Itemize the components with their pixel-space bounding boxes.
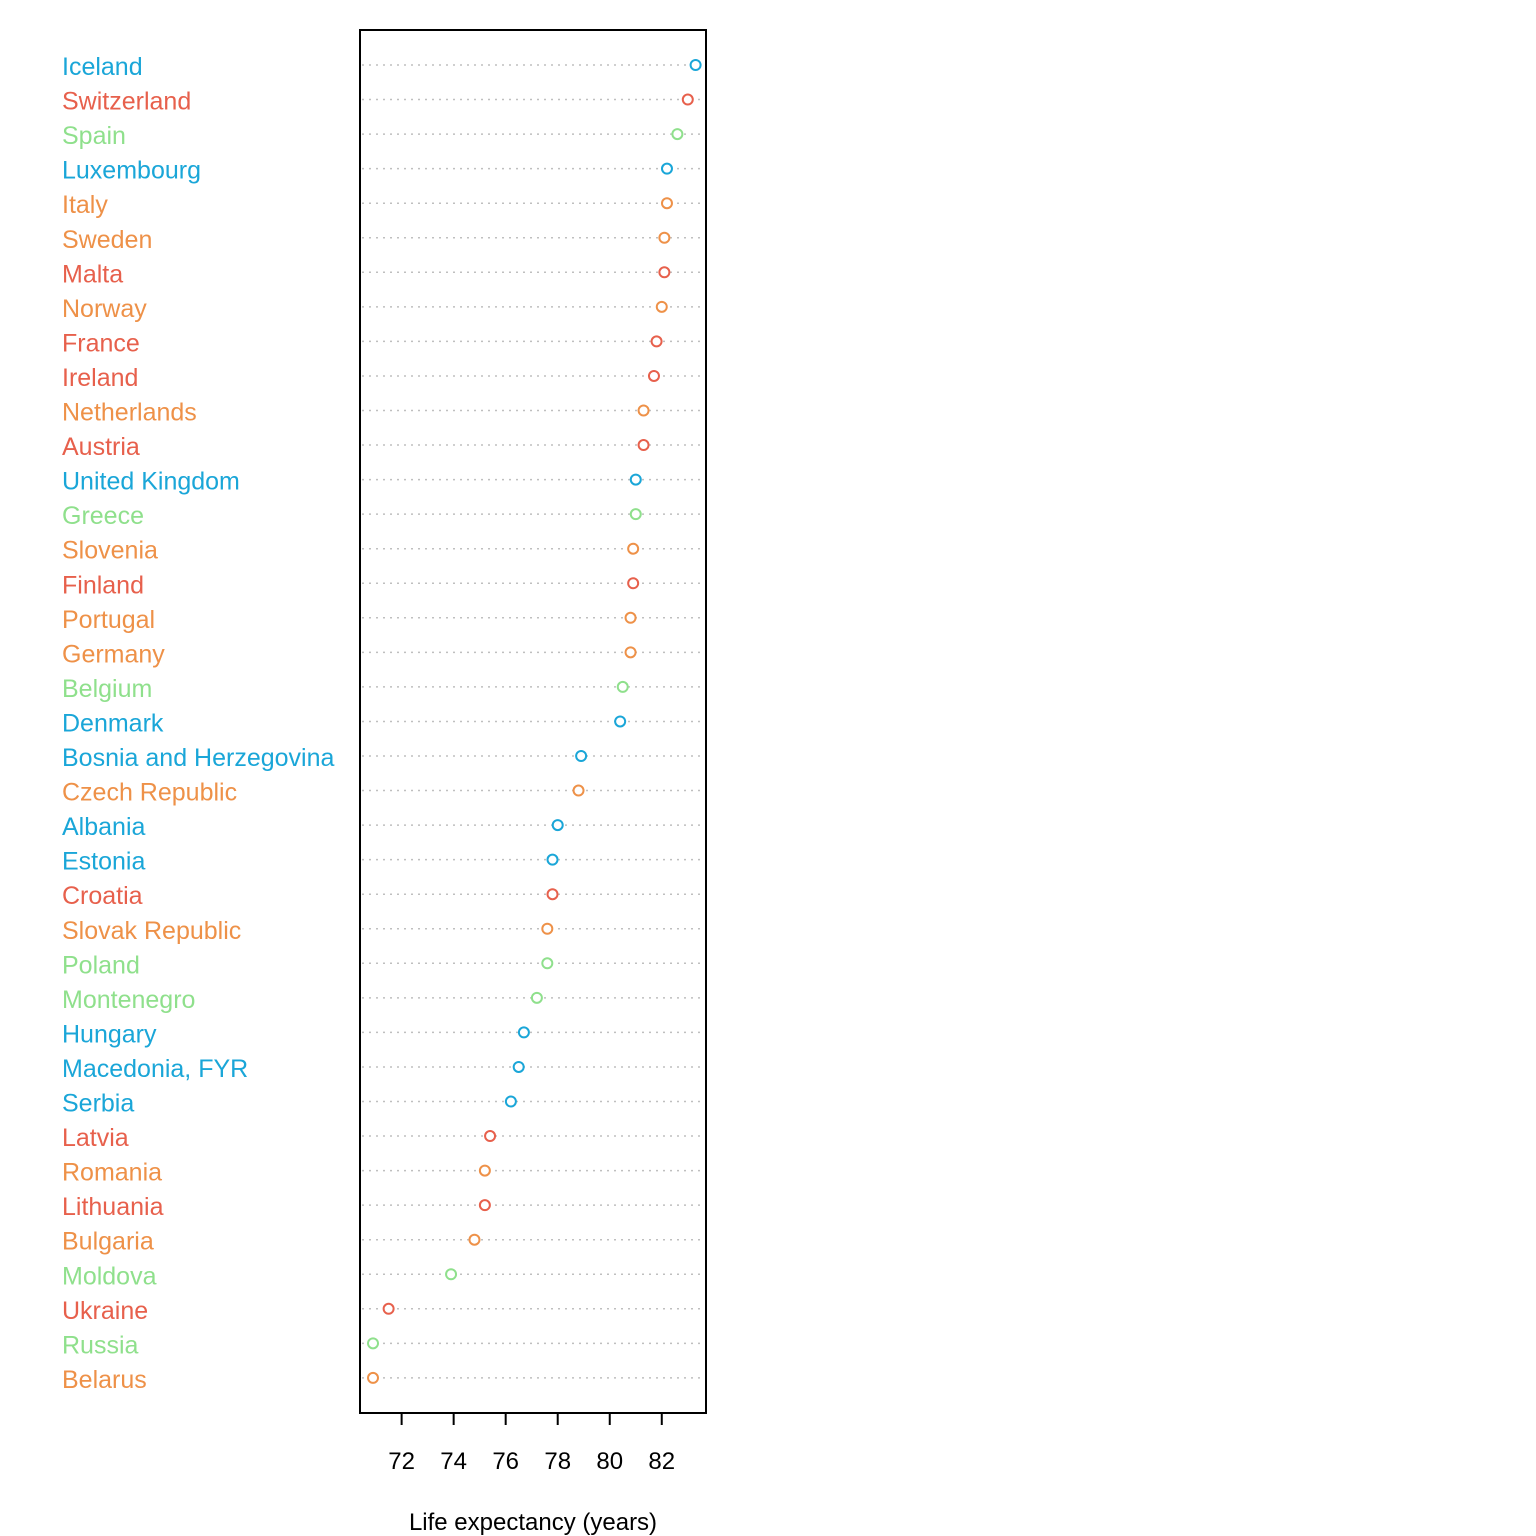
data-point <box>627 542 640 555</box>
data-point <box>647 369 660 382</box>
country-label: Lithuania <box>62 1193 164 1221</box>
country-label: Serbia <box>62 1090 134 1118</box>
country-label: Sweden <box>62 226 152 254</box>
country-label: Latvia <box>62 1124 129 1152</box>
country-label: Denmark <box>62 709 164 737</box>
data-point <box>478 1199 491 1212</box>
data-point <box>546 853 559 866</box>
country-label: Albania <box>62 813 145 841</box>
x-axis-title: Life expectancy (years) <box>409 1509 657 1536</box>
country-label: Belgium <box>62 675 152 703</box>
country-label: Switzerland <box>62 88 191 116</box>
data-point <box>367 1337 380 1350</box>
x-tick-label: 82 <box>648 1448 675 1475</box>
data-point <box>681 93 694 106</box>
country-label: Estonia <box>62 848 145 876</box>
country-label: Germany <box>62 640 165 668</box>
country-label: Poland <box>62 951 140 979</box>
data-point <box>551 819 564 832</box>
country-label: Ukraine <box>62 1297 148 1325</box>
data-point <box>445 1268 458 1281</box>
country-label: Bulgaria <box>62 1228 154 1256</box>
country-label: Malta <box>62 260 123 288</box>
country-label: Belarus <box>62 1366 147 1394</box>
data-point <box>541 957 554 970</box>
country-label: Spain <box>62 122 126 150</box>
data-point <box>468 1233 481 1246</box>
country-label: Netherlands <box>62 399 197 427</box>
data-point <box>650 335 663 348</box>
data-point <box>637 439 650 452</box>
x-tick-label: 80 <box>596 1448 623 1475</box>
country-label: Romania <box>62 1159 162 1187</box>
data-point <box>478 1164 491 1177</box>
data-point <box>624 611 637 624</box>
country-label: Montenegro <box>62 986 195 1014</box>
country-labels: Iceland Switzerland Spain Luxembourg Italy Sw… <box>62 53 334 1394</box>
data-point <box>546 888 559 901</box>
country-label: Moldova <box>62 1262 157 1290</box>
data-point <box>624 646 637 659</box>
country-label: Croatia <box>62 882 143 910</box>
data-point <box>627 577 640 590</box>
country-label: Bosnia and Herzegovina <box>62 744 334 772</box>
data-points <box>367 59 702 1384</box>
data-point <box>512 1060 525 1073</box>
data-point <box>504 1095 517 1108</box>
country-label: Macedonia, FYR <box>62 1055 248 1083</box>
data-point <box>614 715 627 728</box>
country-label: France <box>62 329 140 357</box>
row-guides <box>362 64 702 1379</box>
data-point <box>637 404 650 417</box>
country-label: Luxembourg <box>62 157 201 185</box>
data-point <box>541 922 554 935</box>
data-point <box>629 473 642 486</box>
country-label: Greece <box>62 502 144 530</box>
country-label: Slovenia <box>62 537 158 565</box>
country-label: Norway <box>62 295 147 323</box>
country-label: United Kingdom <box>62 468 240 496</box>
data-point <box>660 162 673 175</box>
country-label: Hungary <box>62 1020 157 1048</box>
country-label: Austria <box>62 433 140 461</box>
x-axis: 72 74 76 78 80 82 <box>388 1412 675 1475</box>
data-point <box>517 1026 530 1039</box>
country-label: Iceland <box>62 53 143 81</box>
country-label: Portugal <box>62 606 155 634</box>
x-tick-label: 74 <box>440 1448 467 1475</box>
data-point <box>658 231 671 244</box>
data-point <box>575 750 588 762</box>
country-label: Russia <box>62 1331 139 1359</box>
country-label: Czech Republic <box>62 779 237 807</box>
country-label: Italy <box>62 191 108 219</box>
country-label: Ireland <box>62 364 138 392</box>
data-point <box>689 59 702 71</box>
country-label: Slovak Republic <box>62 917 241 945</box>
data-point <box>655 300 668 313</box>
data-point <box>484 1130 497 1143</box>
data-point <box>572 784 585 797</box>
data-point <box>629 508 642 521</box>
x-tick-label: 72 <box>388 1448 415 1475</box>
data-point <box>671 128 684 141</box>
data-point <box>530 991 543 1004</box>
data-point <box>367 1371 380 1384</box>
data-point <box>658 266 671 279</box>
data-point <box>382 1302 395 1315</box>
data-point <box>660 197 673 210</box>
data-point <box>616 680 629 693</box>
x-tick-label: 78 <box>544 1448 571 1475</box>
country-label: Finland <box>62 571 144 599</box>
x-tick-label: 76 <box>492 1448 519 1475</box>
